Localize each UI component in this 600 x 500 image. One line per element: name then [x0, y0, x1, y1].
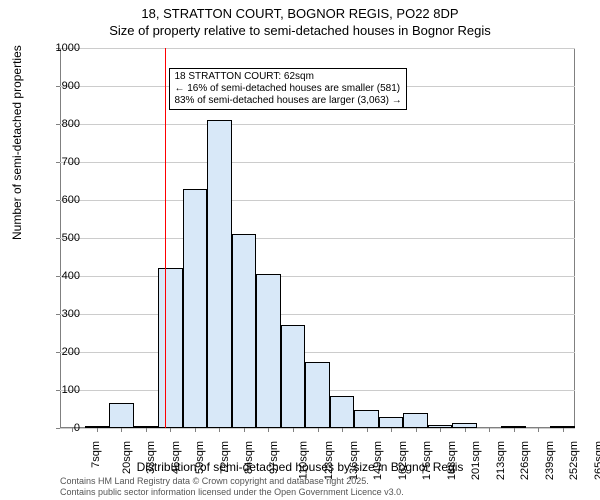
x-tick-label: 84sqm	[243, 441, 255, 474]
x-tick-mark	[268, 428, 269, 432]
x-tick-mark	[97, 428, 98, 432]
page-subtitle: Size of property relative to semi-detach…	[0, 21, 600, 38]
x-tick-mark	[293, 428, 294, 432]
x-tick-mark	[391, 428, 392, 432]
y-tick-label: 800	[45, 118, 80, 130]
x-tick-mark	[219, 428, 220, 432]
grid-line	[60, 124, 575, 125]
x-tick-label: 213sqm	[495, 441, 507, 480]
x-tick-label: 226sqm	[519, 441, 531, 480]
histogram-bar	[403, 413, 428, 428]
y-tick-label: 0	[45, 422, 80, 434]
x-tick-mark	[538, 428, 539, 432]
y-tick-label: 1000	[45, 42, 80, 54]
annotation-line2: ← 16% of semi-detached houses are smalle…	[174, 83, 401, 95]
grid-line	[60, 200, 575, 201]
x-tick-label: 149sqm	[372, 441, 384, 480]
x-tick-label: 201sqm	[470, 441, 482, 480]
annotation-line3: 83% of semi-detached houses are larger (…	[174, 95, 401, 107]
x-tick-mark	[367, 428, 368, 432]
x-tick-label: 20sqm	[121, 441, 133, 474]
grid-line	[60, 276, 575, 277]
y-tick-label: 400	[45, 270, 80, 282]
x-tick-label: 46sqm	[170, 441, 182, 474]
x-tick-label: 239sqm	[544, 441, 556, 480]
annotation-line1: 18 STRATTON COURT: 62sqm	[174, 71, 401, 83]
x-tick-label: 136sqm	[348, 441, 360, 480]
y-tick-label: 500	[45, 232, 80, 244]
x-tick-mark	[146, 428, 147, 432]
x-tick-label: 59sqm	[194, 441, 206, 474]
x-tick-label: 110sqm	[298, 441, 310, 479]
y-tick-label: 700	[45, 156, 80, 168]
x-tick-label: 7sqm	[90, 441, 102, 468]
x-tick-label: 162sqm	[397, 441, 409, 480]
histogram-bar	[354, 410, 379, 428]
grid-line	[60, 48, 575, 49]
x-tick-label: 188sqm	[446, 441, 458, 480]
x-tick-label: 33sqm	[145, 441, 157, 474]
x-tick-mark	[195, 428, 196, 432]
x-tick-mark	[489, 428, 490, 432]
histogram-bar	[207, 120, 232, 428]
y-axis-label: Number of semi-detached properties	[10, 45, 24, 240]
y-tick-label: 600	[45, 194, 80, 206]
grid-line	[60, 162, 575, 163]
x-tick-mark	[440, 428, 441, 432]
x-tick-label: 265sqm	[593, 441, 600, 480]
x-tick-mark	[244, 428, 245, 432]
y-tick-label: 900	[45, 80, 80, 92]
grid-line	[60, 314, 575, 315]
histogram-bar	[232, 234, 257, 428]
reference-line	[165, 48, 166, 428]
x-tick-mark	[416, 428, 417, 432]
x-tick-mark	[318, 428, 319, 432]
x-tick-mark	[465, 428, 466, 432]
histogram-bar	[281, 325, 306, 428]
y-tick-label: 100	[45, 384, 80, 396]
grid-line	[60, 352, 575, 353]
histogram-bar	[158, 268, 183, 428]
histogram-bar	[379, 417, 404, 428]
x-tick-mark	[170, 428, 171, 432]
x-tick-mark	[342, 428, 343, 432]
histogram-bar	[330, 396, 355, 428]
footer-line2: Contains public sector information licen…	[60, 487, 404, 498]
x-tick-label: 97sqm	[268, 441, 280, 474]
histogram-bar	[305, 362, 330, 429]
histogram-bar	[109, 403, 134, 428]
y-tick-label: 200	[45, 346, 80, 358]
x-tick-label: 123sqm	[323, 441, 335, 480]
x-tick-mark	[514, 428, 515, 432]
page-title: 18, STRATTON COURT, BOGNOR REGIS, PO22 8…	[0, 0, 600, 21]
grid-line	[60, 238, 575, 239]
y-tick-label: 300	[45, 308, 80, 320]
chart-area: 18 STRATTON COURT: 62sqm← 16% of semi-de…	[60, 48, 575, 428]
x-tick-mark	[121, 428, 122, 432]
plot-area: 18 STRATTON COURT: 62sqm← 16% of semi-de…	[60, 48, 575, 428]
x-tick-label: 72sqm	[219, 441, 231, 474]
x-tick-label: 252sqm	[568, 441, 580, 480]
annotation-box: 18 STRATTON COURT: 62sqm← 16% of semi-de…	[169, 68, 406, 110]
histogram-bar	[183, 189, 208, 428]
x-tick-label: 175sqm	[421, 441, 433, 480]
x-tick-mark	[563, 428, 564, 432]
histogram-bar	[256, 274, 281, 428]
